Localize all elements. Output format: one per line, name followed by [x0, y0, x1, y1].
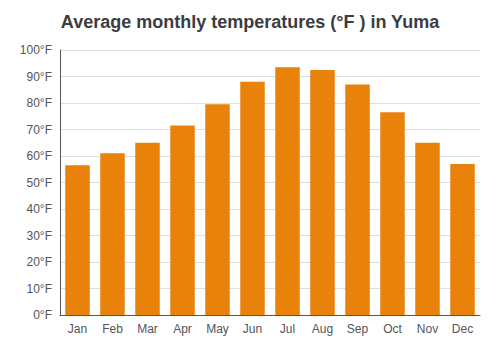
svg-text:60°F: 60°F	[27, 149, 52, 163]
svg-text:Aug: Aug	[312, 322, 333, 336]
svg-text:100°F: 100°F	[20, 43, 52, 57]
svg-text:Nov: Nov	[417, 322, 438, 336]
svg-text:Dec: Dec	[452, 322, 473, 336]
svg-text:May: May	[206, 322, 229, 336]
svg-text:70°F: 70°F	[27, 123, 52, 137]
svg-text:Jan: Jan	[68, 322, 87, 336]
svg-text:10°F: 10°F	[27, 282, 52, 296]
svg-text:Mar: Mar	[137, 322, 158, 336]
svg-text:20°F: 20°F	[27, 255, 52, 269]
svg-text:90°F: 90°F	[27, 70, 52, 84]
svg-text:Jun: Jun	[243, 322, 262, 336]
svg-text:0°F: 0°F	[33, 308, 52, 322]
svg-text:Apr: Apr	[173, 322, 192, 336]
svg-text:Jul: Jul	[280, 322, 295, 336]
svg-text:50°F: 50°F	[27, 176, 52, 190]
svg-text:40°F: 40°F	[27, 202, 52, 216]
svg-text:Sep: Sep	[347, 322, 369, 336]
svg-text:Average monthly temperatures (: Average monthly temperatures (°F ) in Yu…	[61, 12, 440, 32]
svg-text:Oct: Oct	[383, 322, 402, 336]
svg-text:30°F: 30°F	[27, 229, 52, 243]
svg-text:80°F: 80°F	[27, 96, 52, 110]
svg-text:Feb: Feb	[102, 322, 123, 336]
